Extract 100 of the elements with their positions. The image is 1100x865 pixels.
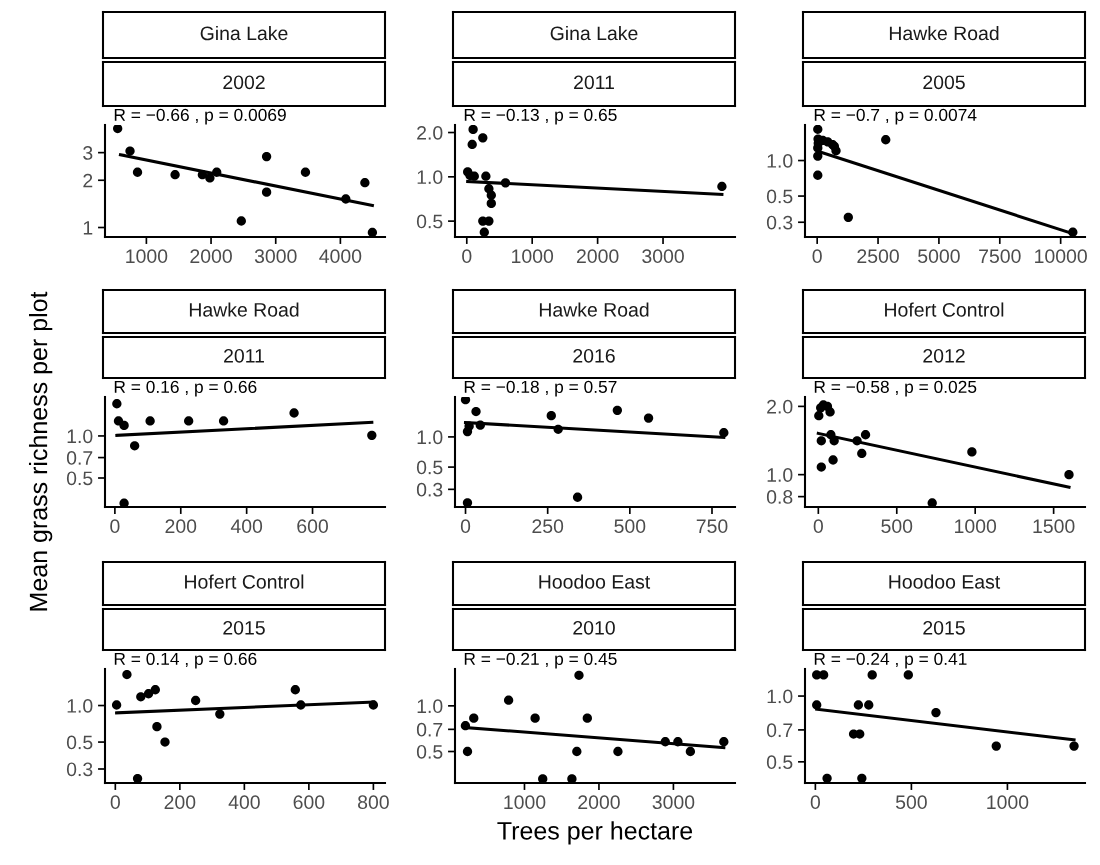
text: R = −0.58 , p = 0.025 <box>814 380 977 397</box>
point <box>546 410 556 421</box>
x-tick-label: 0 <box>460 519 471 534</box>
point <box>132 773 143 783</box>
point <box>160 737 170 747</box>
point <box>816 436 826 446</box>
x-tick-label: 5000 <box>918 249 960 264</box>
y-tick-label: 0.7 <box>766 723 793 738</box>
point <box>479 227 489 237</box>
x-tick-label: 0 <box>813 519 823 534</box>
x-tick-label: 400 <box>228 795 260 810</box>
chart-title: Hofert Control <box>885 302 1004 317</box>
point <box>574 670 584 680</box>
point <box>927 498 937 507</box>
point <box>197 170 208 180</box>
point <box>190 695 201 706</box>
point <box>828 455 838 465</box>
y-tick-label: 3 <box>83 146 93 160</box>
point <box>831 146 841 156</box>
point <box>143 689 154 699</box>
point <box>843 212 853 223</box>
point <box>813 125 823 134</box>
point <box>184 416 194 426</box>
chart-title: Hawke Road <box>889 25 999 41</box>
point <box>236 216 246 226</box>
point <box>125 146 135 156</box>
point <box>857 448 867 459</box>
point <box>660 737 670 747</box>
point <box>1064 469 1074 480</box>
point <box>643 413 654 423</box>
chart-subtitle: 2005 <box>923 75 965 90</box>
y-tick-label: 1.0 <box>767 689 793 704</box>
y-tick-label: 1.0 <box>417 430 443 445</box>
x-tick-label: 0 <box>110 519 120 534</box>
point <box>855 729 865 739</box>
chart-subtitle: 2002 <box>223 75 265 90</box>
y-tick-label: 0.5 <box>66 471 93 486</box>
chart-title: Gina Lake <box>200 25 288 41</box>
point <box>467 139 477 150</box>
text: R = −0.7 , p = 0.0074 <box>814 108 977 125</box>
point <box>967 447 977 457</box>
x-tick-label: 200 <box>164 795 196 810</box>
point <box>119 498 129 507</box>
x-tick-label: 3000 <box>254 249 297 264</box>
x-tick-label: 600 <box>293 795 325 810</box>
point <box>205 173 215 183</box>
point <box>129 441 140 451</box>
y-tick-label: 0.3 <box>766 215 793 230</box>
point <box>111 700 122 710</box>
chart-subtitle: 2015 <box>923 620 965 635</box>
x-tick-label: 7500 <box>979 249 1021 264</box>
y-tick-label: 0.5 <box>416 744 443 759</box>
x-tick-label: 2000 <box>578 795 620 810</box>
x-tick-label: 400 <box>230 519 263 534</box>
point <box>813 170 823 180</box>
y-axis-title: Mean grass richness per plot <box>28 291 53 611</box>
text: R = 0.14 , p = 0.66 <box>114 652 257 669</box>
x-tick-label: 0 <box>110 795 120 810</box>
chart-title: Hoodoo East <box>539 574 651 589</box>
point <box>341 194 351 204</box>
y-tick-label: 1.0 <box>767 468 793 482</box>
point <box>853 700 864 710</box>
chart-subtitle: 2010 <box>573 620 615 635</box>
point <box>719 428 729 438</box>
point <box>572 746 582 757</box>
point <box>484 216 494 226</box>
point <box>478 133 488 143</box>
x-tick-label: 0 <box>810 795 821 810</box>
chart-subtitle: 2011 <box>224 348 264 363</box>
point <box>503 695 514 705</box>
point <box>150 685 160 695</box>
point <box>673 737 683 747</box>
x-tick-label: 1500 <box>1033 519 1075 534</box>
point <box>1069 741 1079 751</box>
y-tick-label: 0.3 <box>66 762 93 777</box>
x-tick-label: 600 <box>297 519 328 534</box>
point <box>822 773 832 783</box>
x-tick-label: 200 <box>165 519 197 534</box>
chart-subtitle: 2016 <box>573 348 615 363</box>
y-tick-label: 0.5 <box>766 189 793 204</box>
chart-subtitle: 2015 <box>223 620 265 635</box>
point <box>464 421 474 431</box>
y-tick-label: 0.5 <box>766 755 793 770</box>
point <box>468 125 478 135</box>
point <box>572 492 583 502</box>
point <box>152 721 162 732</box>
x-tick-label: 10000 <box>1035 249 1087 264</box>
text: R = −0.18 , p = 0.57 <box>464 380 617 397</box>
text: R = −0.21 , p = 0.45 <box>464 652 617 669</box>
text: R = −0.24 , p = 0.41 <box>814 652 967 669</box>
y-tick-label: 2.0 <box>417 126 443 140</box>
point <box>170 170 180 180</box>
y-tick-label: 0.7 <box>66 451 93 465</box>
text: R = −0.13 , p = 0.65 <box>464 108 617 125</box>
point <box>471 406 481 417</box>
x-tick-label: 2500 <box>857 249 899 264</box>
text: R = 0.16 , p = 0.66 <box>114 380 257 397</box>
point <box>486 190 496 200</box>
x-tick-label: 500 <box>614 519 646 534</box>
point <box>460 397 471 405</box>
